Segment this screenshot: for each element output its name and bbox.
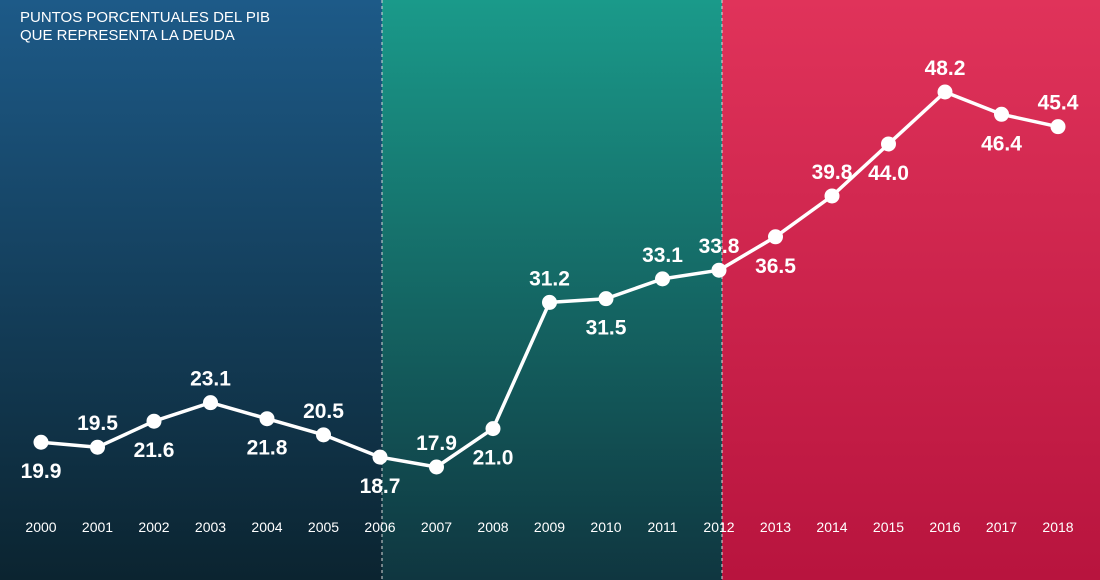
data-point-2006: [372, 449, 388, 465]
data-label-2001: 19.5: [77, 412, 118, 435]
data-point-2010: [598, 291, 614, 307]
data-label-2018: 45.4: [1038, 92, 1079, 115]
data-label-2000: 19.9: [21, 460, 62, 483]
data-point-2005: [316, 427, 331, 443]
x-tick-2014: 2014: [816, 519, 847, 535]
data-point-2015: [881, 136, 896, 152]
data-point-2013: [768, 229, 783, 245]
data-label-2011: 33.1: [642, 244, 683, 267]
x-tick-2013: 2013: [760, 519, 791, 535]
data-label-2003: 23.1: [190, 368, 231, 391]
x-tick-2009: 2009: [534, 519, 565, 535]
data-point-2012: [711, 262, 727, 278]
x-tick-2016: 2016: [929, 519, 960, 535]
data-label-2016: 48.2: [925, 57, 966, 80]
data-point-2011: [655, 271, 670, 287]
data-point-2018: [1050, 119, 1066, 135]
data-label-2008: 21.0: [473, 447, 514, 470]
data-label-2005: 20.5: [303, 400, 344, 423]
data-point-2009: [542, 294, 557, 310]
x-tick-2000: 2000: [25, 519, 56, 535]
chart-title-line-2: QUE REPRESENTA LA DEUDA: [20, 27, 235, 44]
data-label-2007: 17.9: [416, 432, 457, 455]
data-label-2017: 46.4: [981, 132, 1022, 155]
x-tick-2004: 2004: [251, 519, 282, 535]
data-label-2002: 21.6: [134, 439, 175, 462]
data-label-2013: 36.5: [755, 255, 796, 278]
panel-period-2: [382, 0, 722, 580]
data-label-2012: 33.8: [699, 235, 740, 258]
data-point-2003: [203, 395, 218, 411]
x-tick-2017: 2017: [986, 519, 1017, 535]
data-point-2016: [937, 84, 953, 100]
x-tick-2015: 2015: [873, 519, 904, 535]
data-point-2004: [259, 411, 275, 427]
data-point-2000: [33, 434, 49, 450]
x-tick-2011: 2011: [647, 519, 677, 535]
chart-title-line-1: PUNTOS PORCENTUALES DEL PIB: [20, 9, 270, 26]
data-label-2015: 44.0: [868, 162, 909, 185]
series-group: 19.9 19.5 21.6 23.1 21.8 20.5 18.7 17.9 21.0 31.2…: [21, 57, 1079, 498]
x-tick-2002: 2002: [138, 519, 169, 535]
panel-period-1: [0, 0, 382, 580]
x-tick-2007: 2007: [421, 519, 452, 535]
data-point-2014: [824, 188, 840, 204]
x-tick-2001: 2001: [82, 519, 113, 535]
data-label-2009: 31.2: [529, 267, 570, 290]
x-axis-ticks: 2000 2001 2002 2003 2004 2005 2006 2007 2008 2009…: [25, 519, 1073, 535]
data-point-2007: [429, 459, 444, 475]
data-label-2006: 18.7: [360, 475, 401, 498]
data-label-2014: 39.8: [812, 161, 853, 184]
x-tick-2018: 2018: [1042, 519, 1073, 535]
data-label-2010: 31.5: [586, 317, 627, 340]
data-point-2001: [90, 439, 105, 455]
x-tick-2006: 2006: [364, 519, 395, 535]
data-point-2017: [994, 106, 1009, 122]
x-tick-2012: 2012: [703, 519, 734, 535]
data-point-2008: [485, 421, 501, 437]
x-tick-2003: 2003: [195, 519, 226, 535]
x-tick-2008: 2008: [477, 519, 508, 535]
data-point-2002: [146, 413, 162, 429]
data-label-2004: 21.8: [247, 437, 288, 460]
x-tick-2005: 2005: [308, 519, 339, 535]
panel-period-3: [722, 0, 1100, 580]
x-tick-2010: 2010: [590, 519, 621, 535]
